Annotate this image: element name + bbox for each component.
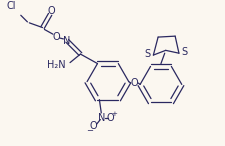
Text: O: O <box>47 6 55 15</box>
Text: N: N <box>98 113 105 123</box>
Text: H₂N: H₂N <box>47 60 65 71</box>
Text: O: O <box>107 113 115 123</box>
Text: +: + <box>112 111 117 117</box>
Text: N: N <box>63 36 71 46</box>
Text: O: O <box>131 78 138 88</box>
Text: O: O <box>90 121 97 131</box>
Text: Cl: Cl <box>7 1 16 11</box>
Text: S: S <box>182 47 188 57</box>
Text: S: S <box>144 49 151 59</box>
Text: O: O <box>52 32 60 42</box>
Text: −: − <box>86 126 93 135</box>
